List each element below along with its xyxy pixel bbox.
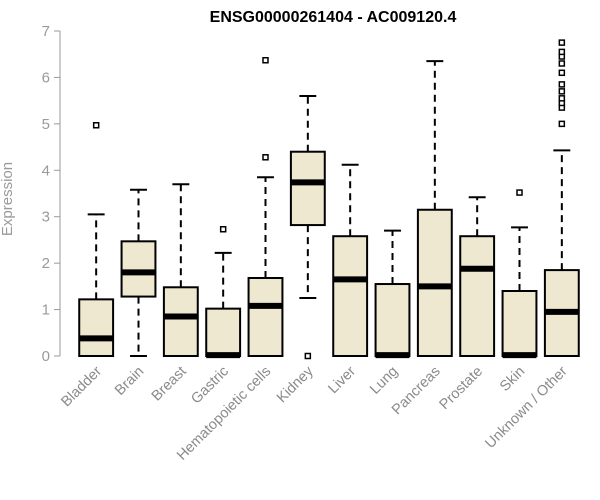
box-rect: [162, 286, 199, 357]
box-11: [543, 39, 580, 358]
y-tick-label: 2: [42, 255, 50, 272]
outlier-point: [558, 48, 566, 56]
outlier-point: [558, 60, 566, 67]
y-tick-label: 5: [42, 116, 50, 133]
box-2: [162, 183, 199, 357]
chart-title: ENSG00000261404 - AC009120.4: [210, 9, 457, 26]
boxes-group: [78, 39, 580, 360]
outlier-point: [219, 226, 227, 233]
outlier-point: [262, 57, 269, 64]
box-3: [205, 226, 242, 359]
y-tick-label: 7: [42, 23, 50, 40]
x-tick-label: Brain: [112, 364, 147, 399]
y-tick-label: 4: [42, 162, 50, 179]
y-axis: 0 1 2 3 4 5 6 7: [42, 23, 61, 365]
box-5: [289, 95, 326, 360]
outlier-point: [558, 120, 566, 128]
x-tick-label: Skin: [497, 364, 528, 395]
box-9: [459, 196, 496, 357]
x-tick-label: Kidney: [274, 363, 317, 406]
x-tick-label: Bladder: [58, 363, 105, 410]
y-tick-label: 1: [42, 302, 50, 319]
box-8: [416, 60, 453, 357]
y-tick-label: 0: [42, 348, 50, 365]
x-tick-label: Breast: [149, 364, 190, 405]
outlier-point: [558, 88, 566, 95]
box-6: [332, 163, 369, 357]
box-rect: [247, 277, 284, 357]
outlier-point: [262, 154, 269, 161]
outlier-point: [92, 122, 100, 129]
box-7: [374, 229, 411, 359]
box-rect: [120, 240, 157, 298]
y-tick-label: 6: [42, 69, 50, 86]
y-tick-label: 3: [42, 209, 50, 226]
outlier-point: [558, 39, 566, 46]
outlier-point: [304, 352, 312, 360]
box-4: [247, 57, 284, 357]
outlier-point: [558, 95, 566, 102]
x-tick-label: Liver: [325, 363, 359, 397]
box-rect: [78, 298, 115, 358]
box-rect: [459, 235, 496, 357]
x-tick-label: Unknown / Other: [482, 363, 570, 451]
outlier-point: [558, 81, 566, 88]
outlier-point: [558, 69, 566, 77]
x-tick-label: Lung: [367, 364, 401, 398]
y-axis-label: Expression: [0, 162, 16, 236]
box-rect: [205, 307, 242, 357]
box-rect: [501, 290, 538, 357]
box-rect: [332, 235, 369, 357]
box-10: [501, 189, 538, 359]
x-tick-label: Prostate: [436, 364, 485, 413]
box-rect: [416, 208, 453, 357]
box-0: [78, 122, 115, 358]
box-rect: [289, 150, 326, 227]
outlier-point: [516, 189, 523, 196]
box-1: [120, 188, 157, 357]
box-rect: [374, 283, 411, 357]
